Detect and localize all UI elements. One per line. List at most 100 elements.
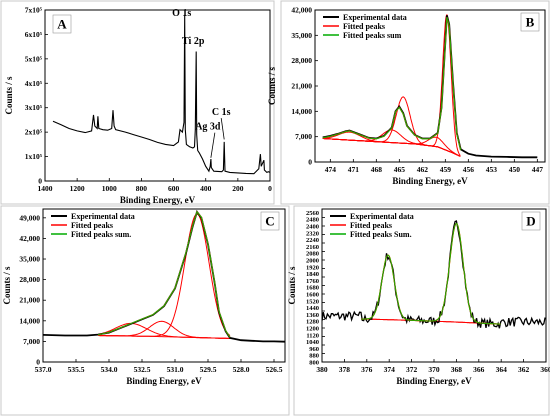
y-tick-label: 2080 <box>306 251 319 258</box>
legend-label: Experimental data <box>71 212 135 221</box>
panel-a: 1400 1200 1000 800 600 400 200 0 0 1x10⁵ 2x10⁵ 3x10… <box>0 0 275 205</box>
y-tick-label: 800 <box>309 360 319 367</box>
x-tick-label: 368 <box>451 365 463 374</box>
y-tick-label: 0 <box>36 358 40 367</box>
fitted-peaks-sum-line <box>97 211 231 338</box>
x-tick-label: 376 <box>361 365 373 374</box>
peak-annotation: Ti 2p <box>182 36 205 47</box>
y-tick-label: 1760 <box>306 278 319 285</box>
x-tick-label: 800 <box>136 184 148 193</box>
x-tick-label: 474 <box>325 165 337 174</box>
y-tick-label: 2240 <box>306 237 319 244</box>
x-tick-label: 366 <box>473 365 485 374</box>
x-tick-label: 468 <box>371 165 383 174</box>
y-tick-label: 7,000 <box>23 337 40 346</box>
peak-annotation: O 1s <box>172 8 191 19</box>
x-tick-label: 0 <box>268 184 272 193</box>
legend-label: Fitted peaks <box>71 221 113 230</box>
annotation-arrow <box>210 132 216 158</box>
panel-letter: A <box>57 17 67 32</box>
y-tick-label: 42,000 <box>19 234 40 243</box>
y-tick-label: 2400 <box>306 224 319 231</box>
panel-b: 474 471 468 465 462 459 456 453 450 447 0 7,000 14,0… <box>267 0 550 205</box>
x-tick-label: 532.5 <box>134 365 151 374</box>
y-tick-label: 7x10⁵ <box>25 6 43 15</box>
panel-frame <box>293 205 550 416</box>
plot-content <box>52 14 270 175</box>
x-axis-label: Binding Energy, eV <box>392 176 468 186</box>
y-tick-label: 14,000 <box>291 107 312 116</box>
y-tick-label: 1840 <box>306 271 319 278</box>
peak-annotation: Ag 3d <box>195 122 221 133</box>
x-tick-label: 370 <box>428 365 440 374</box>
y-tick-label: 960 <box>309 346 319 353</box>
x-tick-label: 447 <box>532 165 544 174</box>
x-axis-label: Binding Energy, eV <box>396 376 472 386</box>
legend-label: Fitted peaks sum. <box>71 230 131 239</box>
x-tick-label: 600 <box>168 184 180 193</box>
panel-letter: C <box>265 214 274 229</box>
fitted-baseline-line <box>322 138 461 157</box>
x-tick-label: 535.5 <box>68 365 85 374</box>
panel-letter-box <box>52 14 72 34</box>
peak-annotation: C 1s <box>212 107 231 118</box>
x-tick-label: 456 <box>463 165 475 174</box>
y-tick-label: 1600 <box>306 292 319 299</box>
panel-frame <box>280 0 550 205</box>
panel-c: 537.0 535.5 534.0 532.5 531.0 529.5 528.0 526.5… <box>0 205 290 416</box>
y-tick-label: 0 <box>38 177 42 186</box>
panel-d: 380 378 376 374 372 370 368 366 364 362 360 8008809… <box>287 205 550 416</box>
y-tick-label: 1280 <box>306 319 319 326</box>
y-tick-label: 21,000 <box>19 296 40 305</box>
panel-letter-box <box>521 211 541 231</box>
y-tick-label: 1520 <box>306 298 319 305</box>
x-tick-label: 1000 <box>102 184 117 193</box>
y-tick-label: 14,000 <box>19 316 40 325</box>
panel-frame <box>0 0 275 205</box>
y-tick-label: 5x10⁵ <box>25 54 43 63</box>
y-tick-label: 49,000 <box>19 213 40 222</box>
x-axis-label: Binding Energy, eV <box>126 376 202 386</box>
y-tick-label: 1360 <box>306 312 319 319</box>
panel-letter-box <box>260 211 280 231</box>
legend-label: Fitted peaks <box>343 22 385 31</box>
x-tick-label: 453 <box>486 165 498 174</box>
x-tick-label: 360 <box>540 365 550 374</box>
fitted-peaks-sum-line <box>322 17 462 151</box>
y-tick-label: 2000 <box>306 258 319 265</box>
y-axis-label: Counts / s <box>2 266 12 305</box>
x-tick-label: 534.0 <box>101 365 118 374</box>
x-tick-label: 526.5 <box>266 365 283 374</box>
legend-label: Fitted peaks <box>350 221 392 230</box>
plot-area <box>321 208 547 363</box>
y-tick-label: 1200 <box>306 326 319 333</box>
x-axis-label: Binding Energy, eV <box>120 195 196 205</box>
plot-content <box>43 209 285 343</box>
experimental-data-line <box>322 220 546 329</box>
y-tick-label: 2160 <box>306 244 319 251</box>
x-tick-label: 462 <box>417 165 429 174</box>
plot-content <box>322 220 546 329</box>
x-tick-label: 531.0 <box>167 365 184 374</box>
survey-spectrum-line <box>52 14 270 175</box>
y-tick-label: 35,000 <box>19 255 40 264</box>
fitted-peaks-sum-line <box>361 223 501 325</box>
y-tick-label: 880 <box>309 353 319 360</box>
y-tick-label: 0 <box>308 158 312 167</box>
y-tick-label: 28,000 <box>19 275 40 284</box>
y-tick-label: 4x10⁵ <box>25 79 43 88</box>
y-tick-label: 21,000 <box>291 82 312 91</box>
x-tick-label: 1200 <box>70 184 85 193</box>
panel-letter: B <box>526 15 535 30</box>
y-tick-label: 1040 <box>306 339 319 346</box>
panel-letter-box <box>520 12 540 32</box>
x-tick-label: 374 <box>384 365 396 374</box>
y-tick-label: 1120 <box>306 332 319 339</box>
plot-area <box>314 9 546 163</box>
y-tick-label: 1680 <box>306 285 319 292</box>
y-tick-label: 42,000 <box>291 6 312 15</box>
y-tick-label: 28,000 <box>291 56 312 65</box>
legend-label: Fitted peaks sum <box>343 31 402 40</box>
plot-content <box>322 13 538 159</box>
